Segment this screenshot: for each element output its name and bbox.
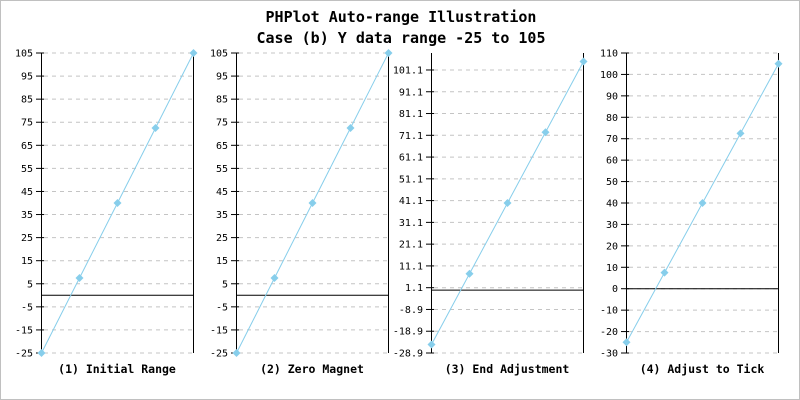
y-tick-label: 71.1 (399, 131, 423, 142)
y-tick-label: 41.1 (399, 196, 423, 207)
y-tick-label: 90 (606, 91, 618, 102)
y-tick-label: 65 (216, 141, 228, 152)
y-tick-label: 15 (21, 256, 33, 267)
panel-1: -25 -15 -5 5 15 25 35 45 55 65 75 85 95 105 (15, 49, 198, 360)
y-tick-label: -15 (15, 325, 33, 336)
y-tick-label: 75 (21, 118, 33, 129)
data-point-marker (37, 349, 46, 357)
y-tick-label: 80 (606, 113, 618, 124)
y-tick-label: 91.1 (399, 87, 423, 98)
data-point-marker (427, 340, 436, 349)
panel-3: -28.9 -18.9 -8.9 1.1 11.1 21.1 31.1 41.1 51.1 61.… (393, 53, 588, 360)
y-tick-label: 81.1 (399, 109, 423, 120)
data-point-marker (270, 274, 279, 282)
y-tick-label: 85 (216, 95, 228, 106)
y-tick-label: -25 (210, 349, 228, 360)
data-point-marker (541, 128, 550, 137)
y-tick-label: 31.1 (399, 218, 423, 229)
y-tick-label: 35 (21, 210, 33, 221)
chart-title-line1: PHPlot Auto-range Illustration (265, 8, 537, 26)
data-point-marker (346, 124, 355, 132)
y-tick-label: -10 (600, 306, 618, 317)
y-tick-label: 100 (600, 70, 618, 81)
y-tick-label: -5 (21, 302, 33, 313)
panel-4-caption: (4) Adjust to Tick (639, 362, 765, 376)
y-tick-label: 75 (216, 118, 228, 129)
y-tick-label: 55 (216, 164, 228, 175)
y-tick-label: 110 (600, 49, 618, 60)
y-tick-label: 15 (216, 256, 228, 267)
panel-4: -30 -20 -10 0 10 20 30 40 50 60 70 80 90 100 110 (600, 49, 783, 360)
data-point-marker (622, 338, 631, 347)
panel-1-caption: (1) Initial Range (58, 362, 176, 376)
y-tick-label: 30 (606, 220, 618, 231)
y-tick-label: 85 (21, 95, 33, 106)
y-tick-label: -25 (15, 349, 33, 360)
y-tick-label: -28.9 (393, 349, 423, 360)
y-tick-label: 101.1 (393, 65, 423, 76)
y-tick-label: 21.1 (399, 240, 423, 251)
y-tick-label: 105 (210, 49, 228, 60)
data-point-marker (308, 199, 317, 207)
y-tick-label: 50 (606, 177, 618, 188)
y-tick-label: 5 (27, 279, 33, 290)
y-tick-label: 105 (15, 49, 33, 60)
panel-2-caption: (2) Zero Magnet (260, 362, 364, 376)
y-tick-label: 95 (216, 72, 228, 83)
y-tick-label: 65 (21, 141, 33, 152)
y-tick-label: 5 (222, 279, 228, 290)
y-tick-label: 60 (606, 156, 618, 167)
data-point-marker (698, 199, 707, 207)
y-tick-label: 20 (606, 241, 618, 252)
y-tick-label: 95 (21, 72, 33, 83)
data-point-marker (736, 129, 745, 138)
y-tick-label: 51.1 (399, 174, 423, 185)
y-tick-label: 25 (21, 233, 33, 244)
data-point-marker (151, 124, 160, 132)
data-point-marker (579, 57, 588, 66)
y-tick-label: 1.1 (405, 283, 423, 294)
y-tick-label: -15 (210, 325, 228, 336)
y-tick-label: 70 (606, 134, 618, 145)
chart-title-line2: Case (b) Y data range -25 to 105 (256, 29, 546, 47)
y-tick-label: -5 (216, 302, 228, 313)
y-tick-label: -18.9 (393, 327, 423, 338)
y-tick-label: 25 (216, 233, 228, 244)
y-tick-label: 0 (612, 284, 618, 295)
y-tick-label: 10 (606, 263, 618, 274)
data-point-marker (384, 49, 393, 57)
chart-title: PHPlot Auto-range Illustration Case (b) … (1, 7, 799, 49)
data-point-marker (503, 199, 512, 207)
y-tick-label: -30 (600, 349, 618, 360)
data-point-marker (189, 49, 198, 57)
y-tick-label: 61.1 (399, 153, 423, 164)
y-tick-label: -8.9 (399, 305, 423, 316)
data-point-marker (113, 199, 122, 207)
y-tick-label: 45 (216, 187, 228, 198)
y-tick-label: 40 (606, 199, 618, 210)
data-point-marker (75, 274, 84, 282)
panel-2: -25 -15 -5 5 15 25 35 45 55 65 75 85 95 105 (210, 49, 393, 360)
y-tick-label: -20 (600, 327, 618, 338)
data-point-marker (774, 59, 783, 68)
y-tick-label: 55 (21, 164, 33, 175)
y-tick-label: 45 (21, 187, 33, 198)
panel-3-caption: (3) End Adjustment (444, 362, 570, 376)
data-point-marker (232, 349, 241, 357)
y-tick-label: 35 (216, 210, 228, 221)
y-tick-label: 11.1 (399, 261, 423, 272)
data-point-marker (660, 268, 669, 277)
data-point-marker (465, 269, 474, 278)
